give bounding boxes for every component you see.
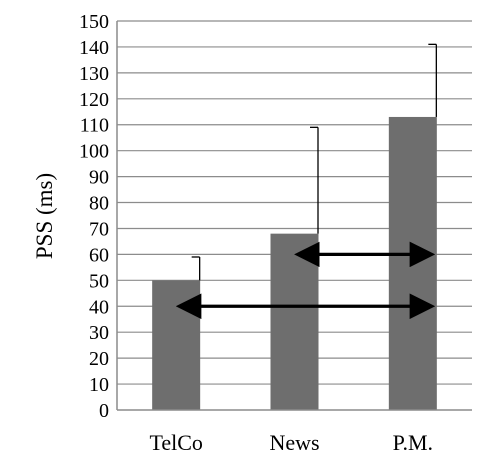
x-tick-labels: TelCo News P.M. <box>149 430 433 455</box>
y-tick-labels: 0 10 20 30 40 50 60 70 80 90 100 110 120 130 140 150 <box>79 11 109 422</box>
y-tick-label: 0 <box>99 400 109 422</box>
x-tick-label: News <box>269 430 319 455</box>
y-tick-label: 60 <box>89 244 109 266</box>
y-tick-label: 140 <box>79 37 109 59</box>
y-tick-label: 70 <box>89 218 109 240</box>
x-tick-label: P.M. <box>393 430 433 455</box>
y-tick-label: 100 <box>79 141 109 163</box>
axes <box>116 21 472 411</box>
bars <box>152 116 437 410</box>
y-tick-label: 80 <box>89 193 109 215</box>
error-bars <box>191 43 437 281</box>
y-tick-label: 150 <box>79 11 109 33</box>
y-tick-label: 10 <box>89 374 109 396</box>
bar-news <box>270 233 319 410</box>
bar-pm <box>388 116 437 410</box>
y-tick-label: 30 <box>89 322 109 344</box>
y-tick-label: 110 <box>80 115 109 137</box>
comparison-arrows <box>175 241 436 320</box>
y-tick-label: 40 <box>89 296 109 318</box>
y-tick-label: 20 <box>89 348 109 370</box>
y-axis-title: PSS (ms) <box>32 173 57 259</box>
x-tick-label: TelCo <box>149 430 202 455</box>
y-tick-label: 50 <box>89 270 109 292</box>
y-tick-label: 90 <box>89 167 109 189</box>
bar-telco <box>152 280 201 410</box>
y-tick-label: 130 <box>79 63 109 85</box>
y-tick-label: 120 <box>79 89 109 111</box>
